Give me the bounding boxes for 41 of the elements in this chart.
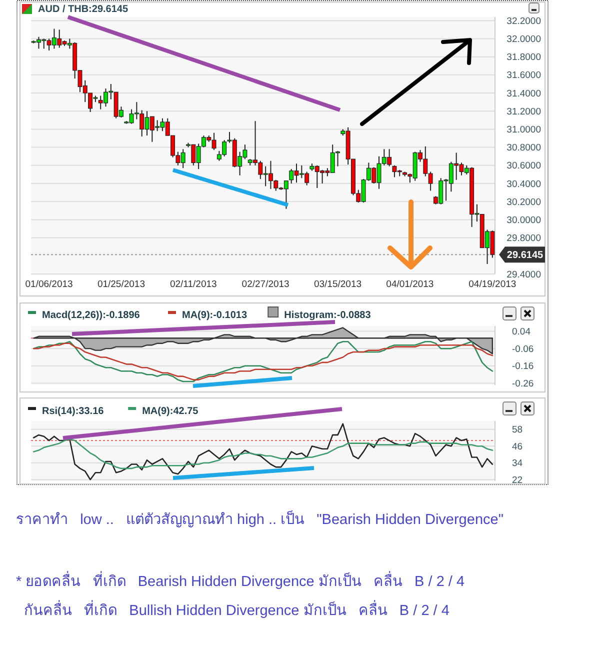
y-tick-label: 30.0000 <box>506 215 541 226</box>
y-tick-label: 34 <box>512 458 523 470</box>
legend-label: Histogram:-0.0883 <box>284 310 372 321</box>
line-series <box>32 423 494 480</box>
y-tick-label: -0.16 <box>512 361 534 372</box>
y-tick-label: 29.8000 <box>506 233 541 244</box>
y-tick-label: 22 <box>512 474 523 486</box>
x-tick-label: 01/06/2013 <box>25 279 73 290</box>
y-tick-label: 58 <box>512 424 523 436</box>
y-tick-label: 31.4000 <box>506 88 541 100</box>
x-tick-label: 02/11/2013 <box>170 279 217 290</box>
y-tick-label: 32.0000 <box>506 34 541 46</box>
text: ราคาทำ low .. แต่ตัวสัญญาณทำ high .. เป็น "Bearish Hidden Divergence" <box>16 509 504 528</box>
y-tick-label: -0.06 <box>512 344 534 355</box>
legend-label: Rsi(14):33.16 <box>42 406 104 417</box>
y-tick-label: 31.2000 <box>506 106 541 118</box>
y-tick-label: 30.4000 <box>506 178 541 190</box>
text: * ยอดคลื่น ที่เกิด Bearish Hidden Divergence มักเป็น คลื่น B / 2 / 4 <box>16 571 465 590</box>
y-tick-label: 0.04 <box>512 326 530 338</box>
chart-title: AUD / THB:29.6145 <box>38 4 128 15</box>
text: กันคลื่น ที่เกิด Bullish Hidden Divergence มักเป็น คลื่น B / 2 / 4 <box>24 600 450 619</box>
y-tick-label: 31.0000 <box>506 124 541 136</box>
y-tick-label: 46 <box>512 441 523 452</box>
y-tick-label: 30.6000 <box>506 160 541 172</box>
y-tick-label: 31.8000 <box>506 52 541 64</box>
y-tick-label: -0.26 <box>512 378 534 390</box>
y-tick-label: 31.6000 <box>506 70 541 82</box>
x-tick-label: 02/27/2013 <box>242 279 290 290</box>
ref-line-label: 29.6145 <box>506 250 544 262</box>
y-tick-label: 30.8000 <box>506 142 541 154</box>
legend-label: Macd(12,26)):-0.1896 <box>42 310 140 321</box>
legend-label: MA(9):-0.1013 <box>182 310 248 321</box>
x-tick-label: 04/19/2013 <box>468 279 516 290</box>
x-tick-label: 04/01/2013 <box>386 279 434 290</box>
x-tick-label: 03/15/2013 <box>314 279 362 290</box>
y-tick-label: 32.2000 <box>506 16 541 27</box>
y-tick-label: 29.4000 <box>506 269 541 280</box>
legend-label: MA(9):42.75 <box>142 406 199 417</box>
x-tick-label: 01/25/2013 <box>97 279 145 290</box>
y-tick-label: 30.2000 <box>506 196 541 208</box>
line-series <box>32 438 494 470</box>
